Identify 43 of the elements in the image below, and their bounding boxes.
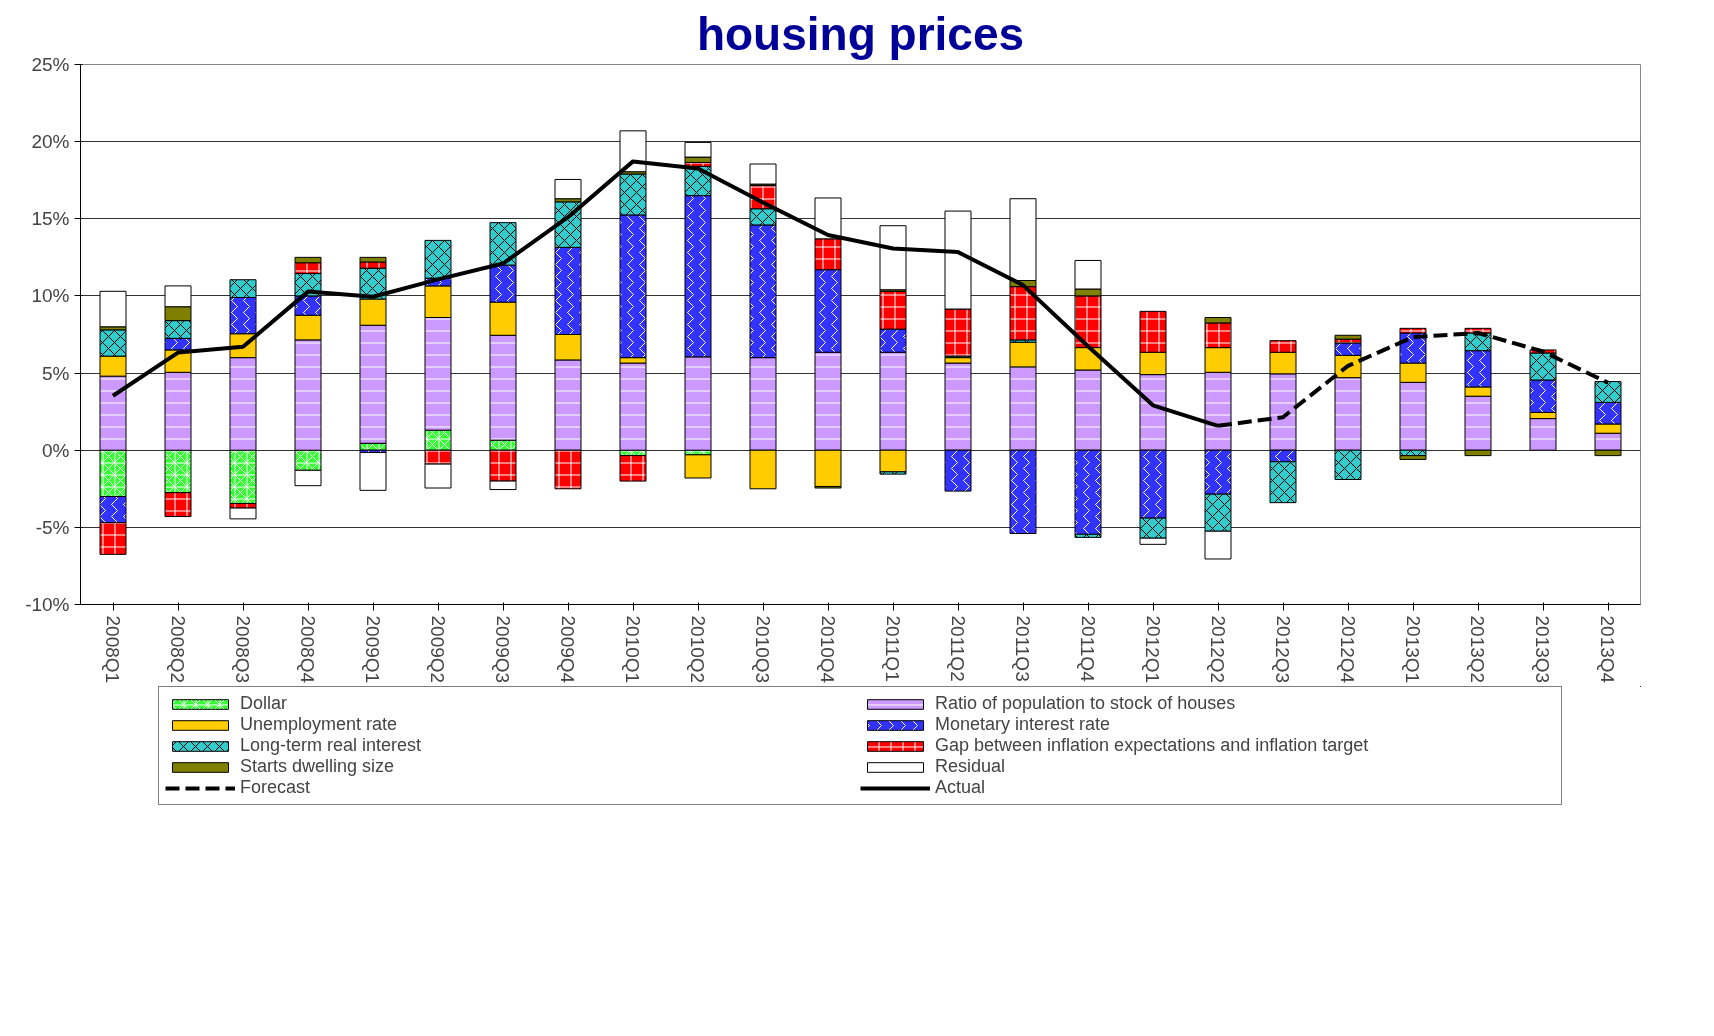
x-tick-label: 2009Q4 <box>557 615 579 684</box>
x-tick-label: 2012Q4 <box>1337 615 1359 684</box>
x-tick-label: 2010Q2 <box>687 615 709 684</box>
x-tick-label: 2011Q1 <box>882 615 904 682</box>
x-tick-label: 2010Q1 <box>622 615 644 684</box>
x-tick-label: 2008Q2 <box>167 615 189 684</box>
y-tick-label: 25% <box>31 54 70 75</box>
y-tick-label: 0% <box>42 439 70 461</box>
x-tick-label: 2012Q2 <box>1207 615 1229 684</box>
x-tick-label: 2010Q3 <box>752 615 774 684</box>
x-tick-label: 2013Q1 <box>1402 615 1424 684</box>
legend-label: Dollar <box>240 693 288 714</box>
x-tick-label: 2009Q2 <box>427 615 449 684</box>
legend-label: Starts dwelling size <box>240 756 396 777</box>
x-tick-label: 2011Q4 <box>1077 615 1099 683</box>
x-tick-label: 2013Q4 <box>1597 615 1619 684</box>
y-tick-label: 15% <box>31 208 70 230</box>
x-tick-label: 2009Q3 <box>492 615 514 684</box>
y-tick-label: 5% <box>42 362 70 384</box>
x-tick-label: 2008Q1 <box>102 615 124 684</box>
x-tick-label: 2010Q4 <box>817 615 839 684</box>
legend-label: Unemployment rate <box>240 714 399 735</box>
x-tick-label: 2012Q1 <box>1142 615 1164 684</box>
x-tick-label: 2008Q4 <box>297 615 319 684</box>
x-tick-label: 2013Q2 <box>1467 615 1489 684</box>
x-tick-label: 2011Q2 <box>947 615 969 682</box>
y-tick-label: 10% <box>31 285 70 307</box>
x-tick-label: 2008Q3 <box>232 615 254 684</box>
legend-label: Residual <box>935 756 1007 777</box>
legend-label: Long-term real interest <box>240 735 423 756</box>
x-tick-label: 2009Q1 <box>362 615 384 684</box>
legend-label: Monetary interest rate <box>935 714 1112 735</box>
x-tick-label: 2011Q3 <box>1012 615 1034 682</box>
legend-label: Forecast <box>240 777 312 798</box>
y-tick-label: -5% <box>35 516 70 538</box>
legend-label: Actual <box>935 777 987 798</box>
legend-label: Ratio of population to stock of houses <box>935 693 1237 714</box>
x-tick-label: 2012Q3 <box>1272 615 1294 684</box>
x-tick-label: 2013Q3 <box>1532 615 1554 684</box>
chart-title: housing prices <box>696 7 1025 60</box>
y-tick-label: -10% <box>25 594 70 615</box>
y-tick-label: 20% <box>31 131 70 153</box>
legend-label: Gap between inflation expectations and inflation target <box>935 735 1370 756</box>
